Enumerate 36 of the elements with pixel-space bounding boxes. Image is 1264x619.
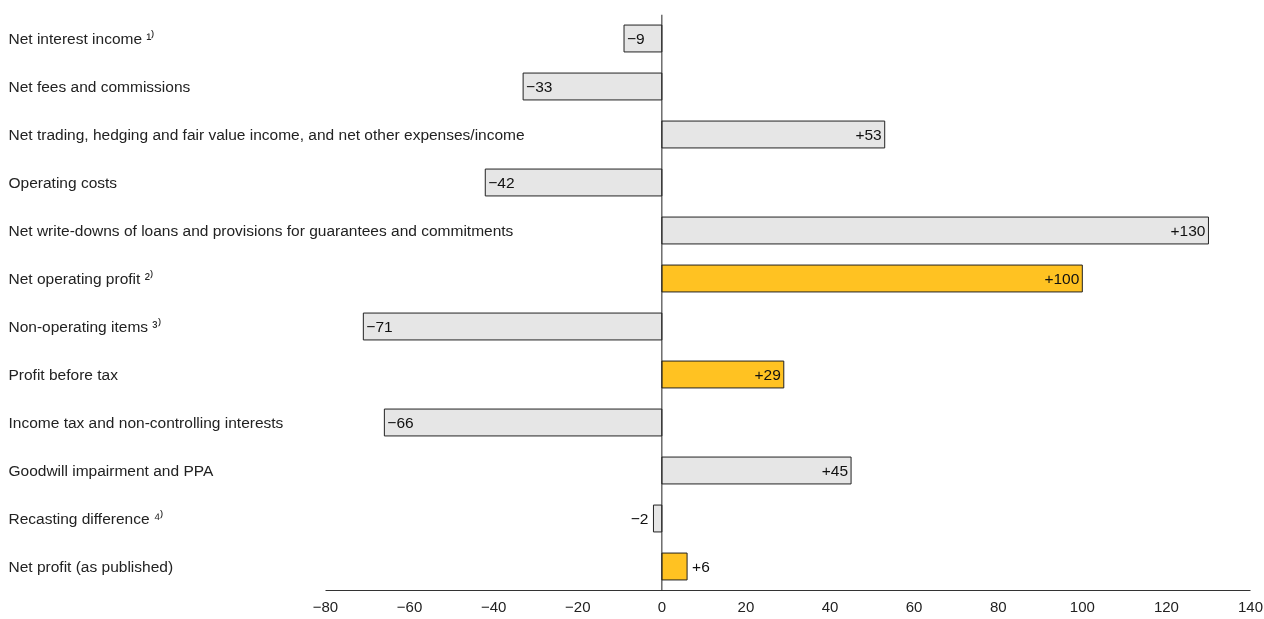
data-label: +29 [754, 365, 781, 383]
x-tick-label: −60 [396, 597, 423, 615]
y-tick-label: Operating costs [8, 174, 118, 191]
x-tick-label: 80 [989, 597, 1007, 615]
data-label: −33 [526, 77, 553, 95]
y-tick-label: Net write-downs of loans and provisions for guarantees and commitments [8, 222, 514, 239]
y-tick-label: Net profit (as published) [8, 558, 174, 575]
x-tick-label: 120 [1153, 597, 1179, 615]
y-tick-label: Goodwill impairment and PPA [8, 462, 214, 479]
y-tick-label: Net fees and commissions [8, 78, 191, 95]
y-tick-label: Net operating profit ²⁾ [8, 269, 154, 287]
y-tick-label: Profit before tax [8, 366, 119, 383]
x-tick-label: −80 [312, 597, 339, 615]
data-label: +6 [692, 557, 710, 575]
data-label: −9 [627, 29, 645, 47]
data-label: −42 [488, 173, 515, 191]
data-label: +100 [1044, 269, 1080, 287]
x-tick-label: 0 [657, 597, 667, 615]
x-tick-label: −20 [565, 597, 591, 615]
x-tick-label: 20 [737, 597, 755, 615]
x-tick-label: 100 [1069, 597, 1095, 615]
y-tick-label: Net trading, hedging and fair value income, and net other expenses/income [8, 126, 525, 143]
data-label: −66 [387, 413, 414, 431]
y-tick-label: Non-operating items ³⁾ [8, 317, 162, 335]
data-label: +130 [1170, 221, 1206, 239]
y-tick-label: Recasting difference ⁴⁾ [8, 509, 165, 527]
data-label: +53 [855, 125, 882, 143]
y-tick-label: Net interest income ¹⁾ [8, 29, 156, 47]
x-tick-label: 60 [905, 597, 923, 615]
data-label: −2 [630, 509, 649, 527]
x-tick-label: −40 [480, 597, 507, 615]
data-label: +45 [821, 461, 849, 479]
y-tick-label: Income tax and non-controlling interests [8, 414, 284, 431]
x-tick-label: 140 [1237, 597, 1264, 615]
x-tick-label: 40 [821, 597, 839, 615]
data-label: −71 [366, 317, 393, 335]
